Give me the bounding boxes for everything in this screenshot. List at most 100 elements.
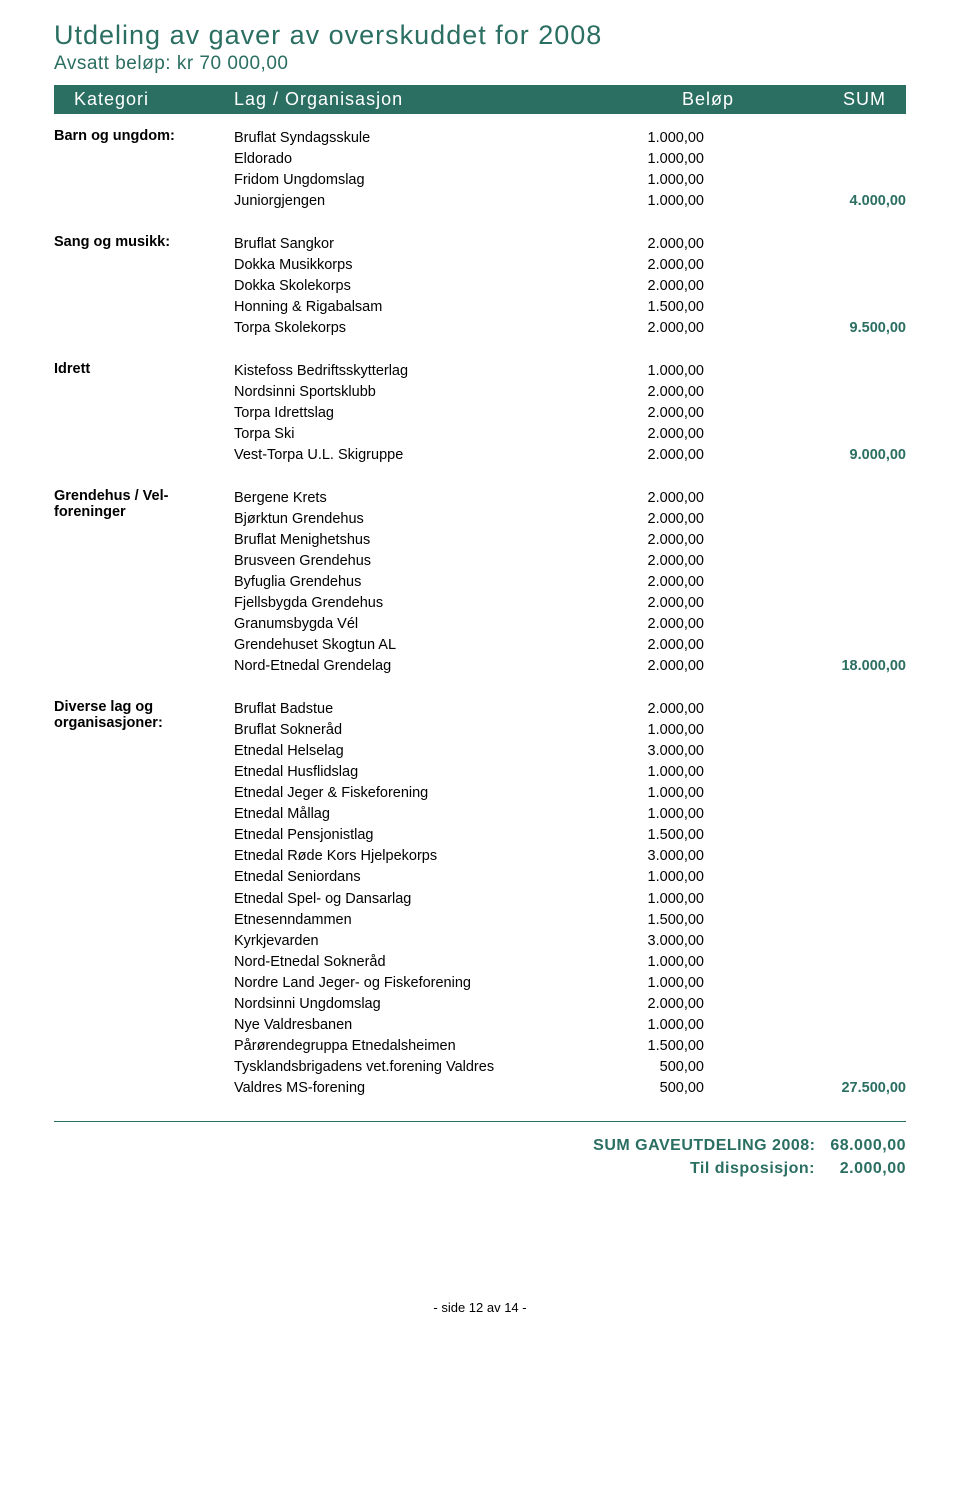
row-sum [704,804,906,825]
amount: 2.000,00 [604,276,704,297]
org-name: Dokka Musikkorps [234,255,604,276]
item-row: Bruflat Sokneråd1.000,00 [234,720,906,741]
item-row: Honning & Rigabalsam1.500,00 [234,297,906,318]
org-name: Nord-Etnedal Grendelag [234,656,604,677]
category-label: Idrett [54,361,234,466]
section: IdrettKistefoss Bedriftsskytterlag1.000,… [54,361,906,466]
category-label: Sang og musikk: [54,234,234,339]
org-name: Bruflat Syndagsskule [234,128,604,149]
row-sum [704,424,906,445]
section: Diverse lag og organisasjoner:Bruflat Ba… [54,699,906,1098]
items-column: Bergene Krets2.000,00Bjørktun Grendehus2… [234,488,906,677]
amount: 1.500,00 [604,297,704,318]
org-name: Etnedal Røde Kors Hjelpekorps [234,846,604,867]
org-name: Etnedal Mållag [234,804,604,825]
org-name: Etnedal Husflidslag [234,762,604,783]
row-sum [704,952,906,973]
item-row: Nordsinni Sportsklubb2.000,00 [234,382,906,403]
row-sum [704,783,906,804]
item-row: Pårørendegruppa Etnedalsheimen1.500,00 [234,1036,906,1057]
header-kategori: Kategori [54,89,234,110]
row-sum: 18.000,00 [704,656,906,677]
row-sum [704,530,906,551]
item-row: Nord-Etnedal Sokneråd1.000,00 [234,952,906,973]
amount: 1.000,00 [604,804,704,825]
amount: 2.000,00 [604,635,704,656]
item-row: Kyrkjevarden3.000,00 [234,931,906,952]
header-lag: Lag / Organisasjon [234,89,604,110]
amount: 2.000,00 [604,445,704,466]
row-sum [704,382,906,403]
org-name: Eldorado [234,149,604,170]
items-column: Bruflat Syndagsskule1.000,00Eldorado1.00… [234,128,906,212]
amount: 2.000,00 [604,699,704,720]
row-sum [704,255,906,276]
items-column: Bruflat Sangkor2.000,00Dokka Musikkorps2… [234,234,906,339]
section: Sang og musikk:Bruflat Sangkor2.000,00Do… [54,234,906,339]
item-row: Nye Valdresbanen1.000,00 [234,1015,906,1036]
row-sum [704,297,906,318]
item-row: Bruflat Sangkor2.000,00 [234,234,906,255]
org-name: Kistefoss Bedriftsskytterlag [234,361,604,382]
org-name: Etnedal Seniordans [234,867,604,888]
org-name: Grendehuset Skogtun AL [234,635,604,656]
amount: 1.000,00 [604,720,704,741]
category-label: Grendehus / Vel-foreninger [54,488,234,677]
item-row: Etnedal Helselag3.000,00 [234,741,906,762]
org-name: Torpa Idrettslag [234,403,604,424]
amount: 1.000,00 [604,361,704,382]
row-sum [704,170,906,191]
amount: 2.000,00 [604,572,704,593]
org-name: Bruflat Menighetshus [234,530,604,551]
header-sum: SUM [754,89,906,110]
org-name: Etnesenndammen [234,910,604,931]
item-row: Byfuglia Grendehus2.000,00 [234,572,906,593]
amount: 1.000,00 [604,128,704,149]
amount: 500,00 [604,1078,704,1099]
items-column: Bruflat Badstue2.000,00Bruflat Sokneråd1… [234,699,906,1098]
amount: 2.000,00 [604,234,704,255]
amount: 2.000,00 [604,530,704,551]
row-sum [704,973,906,994]
row-sum: 9.500,00 [704,318,906,339]
row-sum [704,1057,906,1078]
org-name: Torpa Skolekorps [234,318,604,339]
org-name: Etnedal Pensjonistlag [234,825,604,846]
row-sum [704,994,906,1015]
org-name: Fridom Ungdomslag [234,170,604,191]
total-sum-label: SUM GAVEUTDELING 2008: [593,1137,815,1154]
amount: 1.000,00 [604,191,704,212]
amount: 2.000,00 [604,255,704,276]
org-name: Bruflat Sokneråd [234,720,604,741]
total-sum-value: 68.000,00 [830,1137,906,1154]
amount: 3.000,00 [604,741,704,762]
amount: 1.000,00 [604,952,704,973]
amount: 1.500,00 [604,1036,704,1057]
item-row: Dokka Musikkorps2.000,00 [234,255,906,276]
row-sum [704,1036,906,1057]
org-name: Pårørendegruppa Etnedalsheimen [234,1036,604,1057]
item-row: Grendehuset Skogtun AL2.000,00 [234,635,906,656]
item-row: Torpa Ski2.000,00 [234,424,906,445]
org-name: Bjørktun Grendehus [234,509,604,530]
row-sum [704,889,906,910]
org-name: Torpa Ski [234,424,604,445]
header-belop: Beløp [604,89,754,110]
item-row: Granumsbygda Vél2.000,00 [234,614,906,635]
amount: 3.000,00 [604,931,704,952]
amount: 1.500,00 [604,825,704,846]
amount: 1.000,00 [604,973,704,994]
org-name: Nordsinni Ungdomslag [234,994,604,1015]
row-sum [704,720,906,741]
org-name: Kyrkjevarden [234,931,604,952]
row-sum [704,846,906,867]
amount: 2.000,00 [604,593,704,614]
org-name: Juniorgjengen [234,191,604,212]
org-name: Tysklandsbrigadens vet.forening Valdres [234,1057,604,1078]
table-header: Kategori Lag / Organisasjon Beløp SUM [54,85,906,114]
item-row: Torpa Skolekorps2.000,009.500,00 [234,318,906,339]
row-sum: 27.500,00 [704,1078,906,1099]
org-name: Etnedal Spel- og Dansarlag [234,889,604,910]
disposisjon-label: Til disposisjon: [690,1160,815,1177]
amount: 500,00 [604,1057,704,1078]
